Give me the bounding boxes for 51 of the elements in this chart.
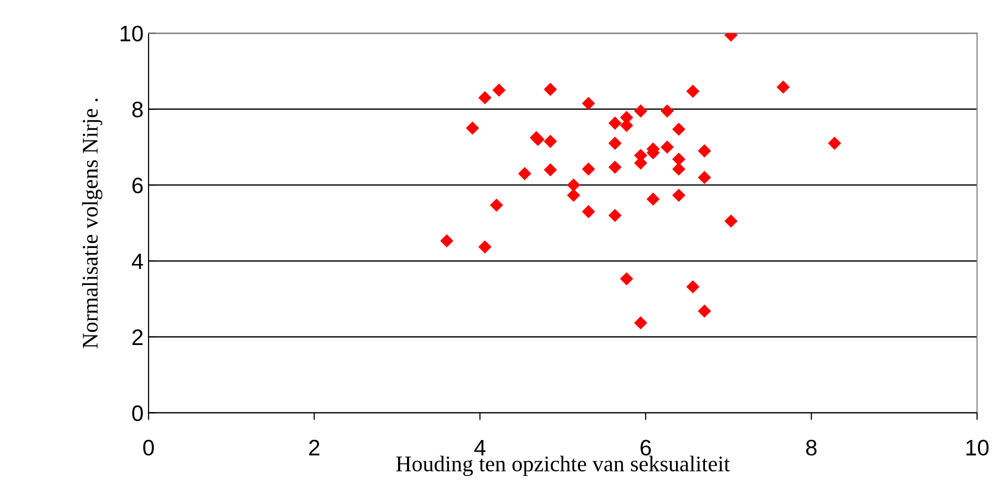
- point: [566, 188, 580, 202]
- x-tick-label: 8: [806, 440, 817, 456]
- y-tick-label: 6: [132, 178, 143, 194]
- point: [672, 162, 686, 176]
- point: [582, 205, 596, 218]
- point: [544, 163, 557, 176]
- point: [698, 144, 712, 158]
- y-tick-label: 8: [132, 102, 143, 118]
- point: [478, 240, 492, 254]
- point: [672, 188, 686, 202]
- point: [608, 136, 622, 150]
- y-tick-label: 2: [132, 329, 143, 345]
- point: [646, 192, 660, 206]
- x-tick-label: 2: [309, 440, 320, 456]
- x-tick-label: 10: [966, 440, 989, 456]
- point: [478, 91, 492, 104]
- point: [698, 304, 712, 318]
- point: [608, 116, 622, 130]
- x-tick-label: 6: [640, 440, 651, 456]
- point: [776, 80, 790, 94]
- point: [544, 134, 557, 148]
- point: [440, 234, 454, 248]
- point: [672, 152, 686, 166]
- y-tick-label: 10: [120, 26, 143, 42]
- point: [660, 140, 674, 154]
- point: [490, 198, 504, 212]
- point: [566, 178, 580, 192]
- point: [828, 136, 842, 150]
- point: [608, 160, 622, 174]
- point: [492, 84, 506, 97]
- point: [724, 214, 738, 228]
- point: [582, 96, 596, 110]
- point: [698, 170, 712, 184]
- y-tick-label: 0: [132, 405, 143, 422]
- point: [608, 208, 622, 222]
- point: [518, 167, 532, 180]
- point: [544, 82, 557, 96]
- x-axis-title: Houding ten opzichte van seksualiteit: [396, 456, 730, 476]
- x-tick-label: 0: [143, 440, 154, 456]
- point: [686, 280, 700, 294]
- point: [660, 104, 674, 118]
- point: [672, 122, 686, 136]
- y-axis-title: Normalisatie volgens Nirje .: [82, 98, 102, 348]
- x-tick-label: 4: [474, 440, 486, 456]
- point: [620, 272, 634, 286]
- point: [634, 316, 648, 330]
- point: [686, 84, 700, 98]
- y-tick-label: 4: [132, 254, 144, 270]
- point: [466, 121, 480, 135]
- point: [582, 162, 596, 176]
- point: [634, 104, 648, 118]
